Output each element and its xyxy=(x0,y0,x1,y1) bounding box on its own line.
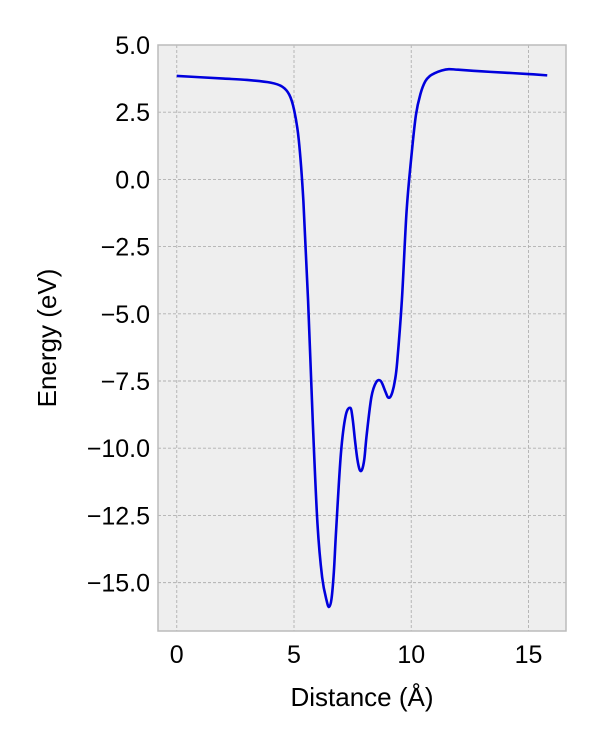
y-tick-label: 0.0 xyxy=(115,166,150,194)
y-tick-label: 2.5 xyxy=(115,99,150,127)
y-tick-label: −10.0 xyxy=(87,435,150,463)
grid xyxy=(158,44,566,631)
x-axis-label: Distance (Å) xyxy=(290,682,433,712)
series-layer xyxy=(176,67,548,609)
x-tick-label: 5 xyxy=(287,641,301,669)
y-tick-label: −5.0 xyxy=(101,301,150,329)
y-tick-label: −15.0 xyxy=(87,570,150,598)
y-tick-label: −2.5 xyxy=(101,234,150,262)
y-tick-label: −7.5 xyxy=(101,368,150,396)
y-axis: 5.0 2.5 0.0 −2.5 −5.0 −7.5 −10.0 −12.5 −15.0 xyxy=(87,32,150,598)
x-tick-label: 15 xyxy=(515,641,543,669)
y-axis-label: Energy (eV) xyxy=(32,269,62,408)
x-tick-label: 10 xyxy=(397,641,425,669)
plot-frame xyxy=(157,44,567,632)
x-axis: 0 5 10 15 xyxy=(170,641,543,669)
y-tick-label: 5.0 xyxy=(115,32,150,60)
plot-area xyxy=(158,45,566,631)
y-tick-label: −12.5 xyxy=(87,502,150,530)
x-tick-label: 0 xyxy=(170,641,184,669)
energy-series-line xyxy=(176,67,548,609)
